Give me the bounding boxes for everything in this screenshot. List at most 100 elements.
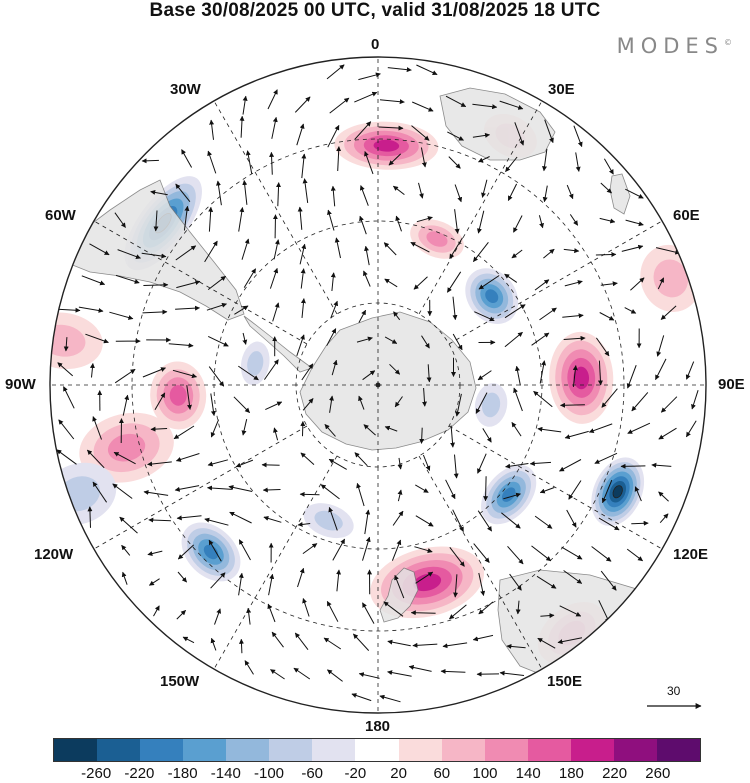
wind-arrow <box>597 360 603 386</box>
wind-arrow <box>210 393 216 417</box>
wind-arrow <box>599 217 616 224</box>
wind-arrow <box>121 544 131 556</box>
wind-arrow <box>175 453 200 462</box>
lon-label-90e: 90E <box>718 376 745 393</box>
colorbar-tick-label: -220 <box>124 765 155 782</box>
wind-arrow <box>204 240 218 263</box>
wind-arrow <box>420 147 427 168</box>
wind-arrow <box>651 462 672 468</box>
wind-arrow <box>513 387 523 412</box>
wind-arrow <box>601 479 613 504</box>
anomaly-contour <box>247 351 264 376</box>
wind-arrow <box>153 210 159 232</box>
wind-arrow <box>300 268 306 289</box>
wind-arrow <box>559 605 582 617</box>
wind-arrow <box>564 430 589 440</box>
wind-arrow <box>691 390 699 410</box>
wind-arrow <box>183 205 190 231</box>
wind-arrow <box>267 89 278 110</box>
wind-arrow <box>148 517 171 523</box>
wind-arrow <box>173 425 195 440</box>
wind-arrow <box>210 637 217 651</box>
wind-arrow <box>599 312 615 321</box>
wind-arrow <box>143 282 169 288</box>
wind-arrow <box>150 426 168 432</box>
wind-arrow <box>454 184 463 203</box>
wind-arrow <box>537 637 556 649</box>
wind-arrow <box>271 631 284 648</box>
wind-arrow <box>625 219 644 227</box>
wind-arrow <box>176 515 202 521</box>
wind-arrow <box>109 311 134 320</box>
wind-arrow <box>354 121 372 140</box>
wind-arrow <box>378 125 404 131</box>
wind-arrow <box>472 103 498 110</box>
wind-arrow <box>389 363 401 375</box>
wind-arrow <box>272 302 280 322</box>
wind-arrow <box>204 517 229 526</box>
lon-label-120w: 120W <box>34 546 74 563</box>
wind-arrow <box>539 487 555 494</box>
wind-arrow <box>121 571 128 585</box>
wind-arrow <box>411 125 430 141</box>
wind-arrow <box>332 538 346 561</box>
wind-arrow <box>543 248 555 259</box>
anomaly-contour <box>169 385 187 406</box>
wind-arrow <box>241 418 248 436</box>
wind-arrow <box>415 515 434 527</box>
wind-arrow <box>513 215 523 233</box>
wind-arrow <box>238 207 245 232</box>
colorbar-cell <box>54 739 98 761</box>
wind-arrow <box>624 307 637 314</box>
wind-arrow <box>595 252 617 258</box>
wind-arrow <box>504 273 518 283</box>
africa-landmass <box>439 87 556 161</box>
wind-arrow <box>302 598 310 617</box>
colorbar-tick-label: 100 <box>472 765 498 782</box>
wind-arrow <box>412 101 434 112</box>
colorbar-tick-label: -180 <box>167 765 198 782</box>
wind-arrow <box>426 364 432 383</box>
colorbar-tick-label: 180 <box>558 765 584 782</box>
wind-arrow <box>410 241 430 253</box>
wind-arrow <box>660 305 677 320</box>
wind-arrow <box>453 454 459 479</box>
meridian-line <box>448 425 663 550</box>
wind-arrow <box>172 369 197 379</box>
brand-mark: © <box>724 38 732 47</box>
wind-arrow <box>560 402 585 408</box>
south-pole-marker <box>375 382 381 388</box>
wind-arrow <box>449 604 467 620</box>
wind-arrow <box>147 461 172 467</box>
wind-arrow <box>559 459 582 472</box>
wind-arrow <box>58 419 75 440</box>
wind-arrow <box>351 693 372 702</box>
wind-arrow <box>269 151 275 175</box>
colorbar-tick-label: -20 <box>344 765 367 782</box>
wind-arrow <box>142 309 168 315</box>
wind-arrow <box>620 463 646 469</box>
wind-arrow <box>296 123 305 146</box>
wind-arrow <box>206 302 227 311</box>
wind-arrow <box>452 296 458 321</box>
wind-arrow <box>265 401 283 411</box>
wind-arrow <box>566 184 574 200</box>
wind-arrow <box>112 483 133 499</box>
wind-arrow <box>154 392 166 410</box>
wind-arrow <box>539 360 547 384</box>
wind-arrow <box>323 637 342 650</box>
wind-arrow <box>297 521 311 527</box>
wind-arrow <box>150 189 168 196</box>
anomaly-contour <box>426 231 448 247</box>
lon-label-30e: 30E <box>548 81 575 98</box>
wind-arrow <box>243 268 257 288</box>
wind-arrow <box>392 510 404 526</box>
wind-arrow <box>482 428 492 443</box>
wind-arrow <box>534 279 550 291</box>
wind-arrow <box>452 509 464 533</box>
wind-arrow <box>598 517 620 531</box>
wind-arrow <box>626 548 643 562</box>
anomaly-contour <box>481 392 501 418</box>
wind-arrow <box>328 458 347 470</box>
